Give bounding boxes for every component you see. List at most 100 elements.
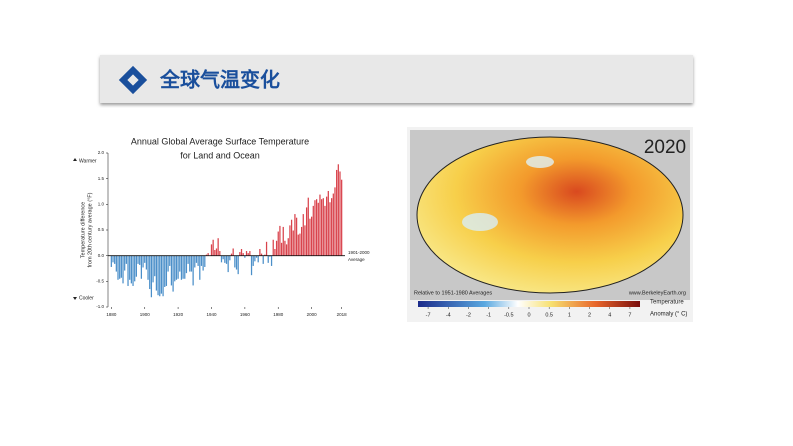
x-tick-label: 2000 (307, 312, 318, 317)
bar (174, 255, 176, 282)
bar (237, 255, 239, 275)
colorbar-tick-label: 0.5 (545, 312, 553, 318)
bar (214, 250, 216, 256)
bar (244, 255, 246, 258)
bar (302, 214, 304, 256)
bar (280, 242, 283, 256)
bar (212, 239, 214, 256)
bar (240, 248, 243, 256)
bar (295, 217, 298, 256)
bar (167, 255, 169, 272)
bar (119, 255, 121, 279)
bar (339, 171, 341, 256)
bar (112, 255, 114, 263)
bar (142, 255, 144, 268)
bar (207, 253, 209, 256)
map-note: Relative to 1951-1980 Averages (414, 290, 492, 296)
bar (324, 205, 326, 256)
bar (165, 255, 168, 286)
bar (190, 255, 193, 272)
bar (177, 255, 179, 279)
bar (279, 225, 281, 256)
bar (229, 255, 231, 261)
bar (337, 164, 339, 256)
bar (225, 255, 228, 264)
bar (336, 169, 338, 256)
bar (317, 202, 319, 256)
bar (127, 255, 129, 286)
bar (331, 198, 333, 256)
bar (155, 255, 158, 291)
bar (114, 255, 116, 264)
bar (164, 255, 166, 287)
cooler-arrow (73, 297, 77, 300)
colorbar-label: Temperature (650, 300, 684, 306)
bar (270, 255, 273, 266)
bar (202, 255, 204, 271)
baseline-label: Average (348, 257, 365, 262)
bar (219, 251, 221, 256)
bar (312, 205, 314, 256)
bar (305, 207, 308, 256)
y-tick-label: 1.5 (98, 176, 105, 181)
bar (290, 219, 293, 256)
bar (149, 255, 151, 290)
baseline-label: 1901-2000 (348, 250, 370, 255)
bar (327, 190, 329, 256)
chart-title: for Land and Ocean (180, 150, 260, 160)
y-tick-label: 0.5 (98, 227, 105, 232)
bar (130, 255, 132, 284)
bar (289, 225, 291, 256)
bar (170, 255, 173, 286)
bar (321, 199, 323, 256)
bar (180, 255, 183, 280)
bar (259, 248, 261, 256)
bar (260, 253, 263, 256)
bar (264, 254, 266, 256)
bar (247, 253, 249, 256)
bar (292, 230, 294, 256)
bar (172, 255, 174, 292)
bar (267, 255, 269, 263)
bar (205, 254, 208, 256)
bar (182, 255, 184, 279)
bar (275, 240, 278, 256)
bar (227, 255, 229, 273)
bar (179, 255, 181, 272)
bar (224, 255, 226, 263)
bar (120, 255, 122, 278)
map-panel: 2020 Relative to 1951-1980 Averages www.… (407, 127, 693, 322)
bar (265, 241, 268, 256)
bar (157, 255, 159, 296)
bar (187, 255, 189, 264)
y-tick-label: 2.0 (98, 150, 105, 155)
bar (304, 225, 306, 256)
y-tick-label: -0.5 (96, 279, 104, 284)
bar (160, 255, 163, 294)
y-axis-label: Temperature difference (80, 202, 86, 258)
bar (122, 255, 124, 284)
map-source: www.BerkeleyEarth.org (628, 290, 686, 296)
y-axis-label: from 20th century average (°F) (87, 192, 93, 267)
map-year: 2020 (644, 137, 686, 158)
bar (287, 238, 289, 256)
bar (194, 255, 196, 268)
bar (199, 255, 201, 280)
bar (309, 218, 311, 256)
bar-chart: Annual Global Average Surface Temperatur… (73, 136, 370, 317)
bar (144, 255, 146, 263)
bar (249, 251, 251, 256)
y-tick-label: 1.0 (98, 202, 105, 207)
bar (129, 255, 131, 280)
colorbar (418, 301, 640, 307)
cool-region (462, 213, 498, 231)
bar (326, 196, 328, 256)
x-tick-label: 1880 (106, 312, 117, 317)
bar (319, 194, 321, 256)
bar (137, 255, 139, 264)
bar (262, 255, 264, 264)
colorbar-tick-label: 2 (588, 312, 591, 318)
warmer-label: Warmer (79, 158, 97, 164)
bar (192, 255, 194, 286)
y-tick-label: 0.0 (98, 253, 105, 258)
